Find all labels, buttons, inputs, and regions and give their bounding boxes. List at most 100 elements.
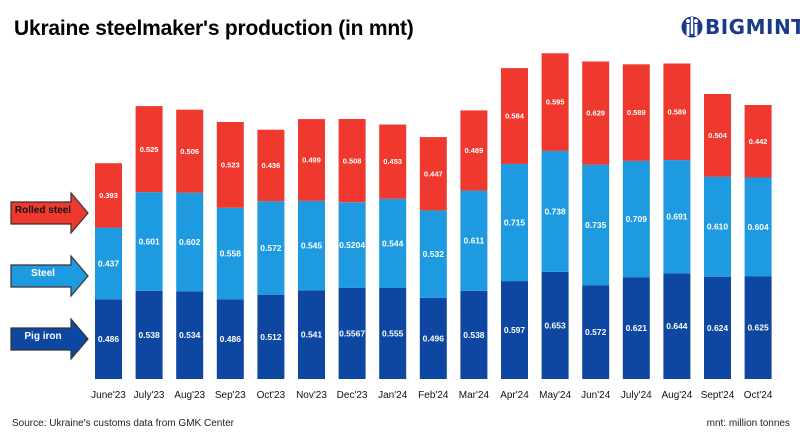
- data-label-pig-iron: 0.538: [138, 330, 160, 340]
- bar-rolled-steel: [176, 109, 204, 193]
- legend-steel-label: Steel: [31, 268, 55, 279]
- arrow-right-icon: [10, 254, 89, 298]
- data-label-steel: 0.610: [707, 222, 729, 232]
- bar-rolled-steel: [622, 64, 650, 161]
- bigmint-logo-icon: [681, 16, 703, 38]
- data-label-rolled-steel: 0.595: [546, 98, 565, 107]
- data-label-rolled-steel: 0.589: [668, 107, 687, 116]
- data-label-pig-iron: 0.621: [626, 323, 648, 333]
- data-label-pig-iron: 0.624: [707, 323, 729, 333]
- data-label-pig-iron: 0.534: [179, 330, 201, 340]
- bar-steel: [663, 160, 691, 274]
- x-tick-label: Aug'24: [661, 390, 692, 401]
- x-tick-label: Apr'24: [500, 390, 529, 401]
- data-label-steel: 0.604: [747, 222, 769, 232]
- bar-pig-iron: [419, 297, 447, 379]
- data-label-steel: 0.602: [179, 237, 201, 247]
- data-label-steel: 0.611: [463, 236, 484, 246]
- source-note: Source: Ukraine's customs data from GMK …: [12, 418, 234, 429]
- bar-rolled-steel: [298, 119, 325, 201]
- data-label-rolled-steel: 0.499: [302, 156, 321, 165]
- x-tick-label: Feb'24: [418, 390, 449, 401]
- arrow-right-icon: [10, 191, 89, 235]
- data-label-rolled-steel: 0.436: [262, 161, 281, 170]
- data-label-rolled-steel: 0.447: [424, 169, 443, 178]
- bar-steel: [257, 201, 285, 295]
- x-tick-label: July'23: [134, 390, 165, 401]
- bar-pig-iron: [704, 276, 731, 379]
- bar-pig-iron: [176, 291, 204, 379]
- x-tick-label: May'24: [539, 390, 571, 401]
- bar-pig-iron: [338, 287, 366, 379]
- unit-note: mnt: million tonnes: [706, 418, 790, 429]
- data-label-pig-iron: 0.572: [585, 327, 607, 337]
- bar-rolled-steel: [95, 163, 122, 228]
- data-label-pig-iron: 0.541: [301, 330, 323, 340]
- legend-rolled-steel: Rolled steel: [10, 191, 90, 235]
- x-tick-label: Oct'23: [257, 390, 286, 401]
- data-label-rolled-steel: 0.506: [180, 147, 199, 156]
- legend-pig-iron-label: Pig iron: [24, 331, 62, 342]
- data-label-rolled-steel: 0.442: [749, 137, 768, 146]
- data-label-pig-iron: 0.5567: [339, 328, 365, 338]
- bar-pig-iron: [95, 299, 122, 379]
- bar-rolled-steel: [663, 63, 691, 161]
- bar-rolled-steel: [419, 137, 447, 211]
- data-label-pig-iron: 0.597: [504, 325, 526, 335]
- bar-rolled-steel: [135, 106, 163, 193]
- data-label-steel: 0.572: [260, 243, 282, 253]
- data-label-steel: 0.601: [138, 237, 160, 247]
- arrow-right-icon: [10, 317, 89, 361]
- data-label-rolled-steel: 0.393: [99, 191, 118, 200]
- x-tick-label: Mar'24: [459, 390, 490, 401]
- data-label-pig-iron: 0.653: [544, 320, 566, 330]
- bar-rolled-steel: [338, 119, 366, 203]
- data-label-steel: 0.544: [382, 238, 404, 248]
- bar-steel: [379, 198, 407, 288]
- bar-steel: [419, 210, 447, 298]
- data-label-rolled-steel: 0.523: [221, 161, 240, 170]
- bar-rolled-steel: [744, 105, 772, 178]
- data-label-rolled-steel: 0.453: [383, 157, 402, 166]
- data-label-pig-iron: 0.625: [747, 323, 769, 333]
- x-tick-label: Jan'24: [378, 390, 408, 401]
- bar-pig-iron: [744, 276, 772, 379]
- data-label-steel: 0.5204: [339, 240, 365, 250]
- bar-rolled-steel: [460, 110, 488, 191]
- data-label-steel: 0.709: [626, 214, 648, 224]
- data-label-steel: 0.545: [301, 241, 323, 251]
- bar-steel: [744, 177, 772, 277]
- bar-rolled-steel: [379, 124, 407, 199]
- bar-steel: [541, 150, 569, 272]
- data-label-pig-iron: 0.644: [666, 321, 688, 331]
- bar-pig-iron: [541, 271, 569, 379]
- data-label-pig-iron: 0.486: [220, 334, 242, 344]
- bar-steel: [298, 200, 325, 291]
- data-label-rolled-steel: 0.508: [343, 156, 362, 165]
- data-label-steel: 0.715: [504, 217, 526, 227]
- data-label-steel: 0.532: [423, 249, 445, 259]
- data-label-pig-iron: 0.555: [382, 329, 404, 339]
- bar-rolled-steel: [257, 129, 285, 202]
- bar-rolled-steel: [216, 122, 244, 208]
- legend-steel: Steel: [10, 254, 90, 298]
- data-label-pig-iron: 0.538: [463, 330, 485, 340]
- bar-pig-iron: [298, 290, 325, 379]
- bar-steel: [501, 163, 528, 282]
- bar-pig-iron: [257, 295, 285, 379]
- data-label-steel: 0.738: [544, 206, 566, 216]
- data-label-rolled-steel: 0.504: [708, 131, 728, 140]
- data-label-pig-iron: 0.496: [423, 333, 445, 343]
- bar-rolled-steel: [541, 53, 569, 151]
- chart-title: Ukraine steelmaker's production (in mnt): [14, 17, 414, 40]
- data-label-rolled-steel: 0.489: [465, 146, 484, 155]
- data-label-steel: 0.558: [220, 249, 242, 259]
- bar-pig-iron: [501, 281, 528, 379]
- bar-pig-iron: [582, 285, 610, 379]
- x-tick-label: Aug'23: [174, 390, 205, 401]
- bar-pig-iron: [622, 277, 650, 379]
- bar-steel: [176, 192, 204, 292]
- bar-rolled-steel: [501, 68, 528, 164]
- legend-pig-iron: Pig iron: [10, 317, 90, 361]
- bar-rolled-steel: [704, 94, 731, 177]
